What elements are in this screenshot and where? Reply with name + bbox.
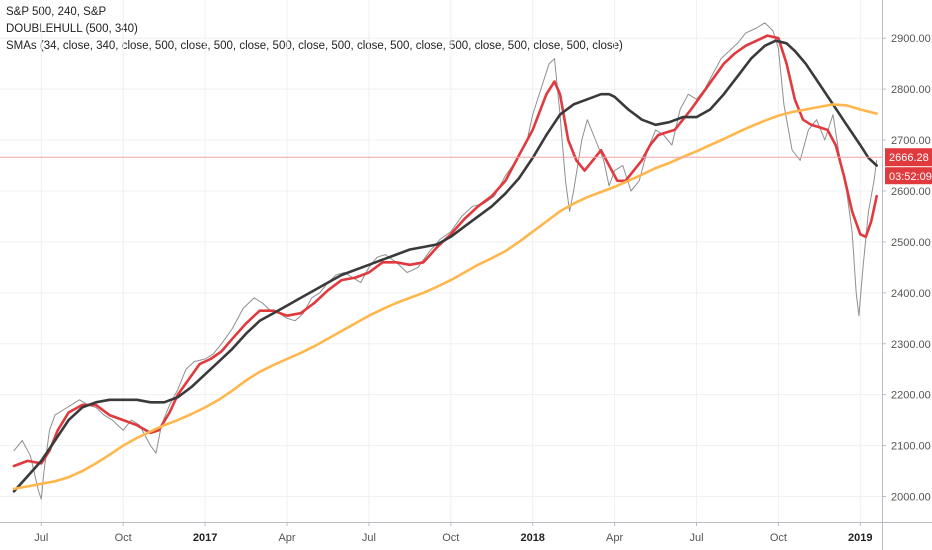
x-tick-label-2: 2017: [193, 532, 217, 544]
x-tick-label-6: 2018: [520, 532, 544, 544]
y-tick-label-9: 2900.00: [891, 33, 931, 45]
last-price-badge-text: 2666.28: [889, 152, 929, 164]
x-tick-label-8: Jul: [689, 532, 703, 544]
legend-doublehull-line[interactable]: DOUBLEHULL (500, 340): [6, 23, 138, 35]
y-tick-label-3: 2300.00: [891, 339, 931, 351]
countdown-badge: [885, 167, 932, 185]
y-tick-label-8: 2800.00: [891, 84, 931, 96]
y-tick-label-2: 2200.00: [891, 390, 931, 402]
x-tick-label-5: Oct: [442, 532, 459, 544]
y-tick-label-4: 2400.00: [891, 288, 931, 300]
series-line-3: [12, 103, 879, 491]
legend-symbol-line[interactable]: S&P 500, 240, S&P: [6, 6, 107, 18]
last-price-badge: [885, 148, 932, 167]
chart-grid: [0, 0, 882, 522]
x-tick-label-0: Jul: [34, 532, 48, 544]
x-tick-label-7: Apr: [606, 532, 623, 544]
y-tick-label-7: 2700.00: [891, 135, 931, 147]
countdown-badge-text: 03:52:09: [889, 171, 932, 183]
y-tick-label-6: 2600.00: [891, 186, 931, 198]
chart-series: [0, 22, 882, 500]
x-tick-label-10: 2019: [848, 532, 872, 544]
series-line-1: [12, 34, 879, 468]
y-tick-label-0: 2000.00: [891, 492, 931, 504]
x-tick-label-3: Apr: [278, 532, 295, 544]
x-tick-label-9: Oct: [770, 532, 787, 544]
y-tick-label-5: 2500.00: [891, 237, 931, 249]
series-line-2: [12, 39, 879, 493]
y-tick-label-1: 2100.00: [891, 441, 931, 453]
x-tick-label-4: Jul: [362, 532, 376, 544]
chart-legend: S&P 500, 240, S&P DOUBLEHULL (500, 340) …: [6, 4, 623, 55]
x-tick-label-1: Oct: [115, 532, 132, 544]
legend-smas-line[interactable]: SMAs (34, close, 340, close, 500, close,…: [6, 40, 623, 52]
